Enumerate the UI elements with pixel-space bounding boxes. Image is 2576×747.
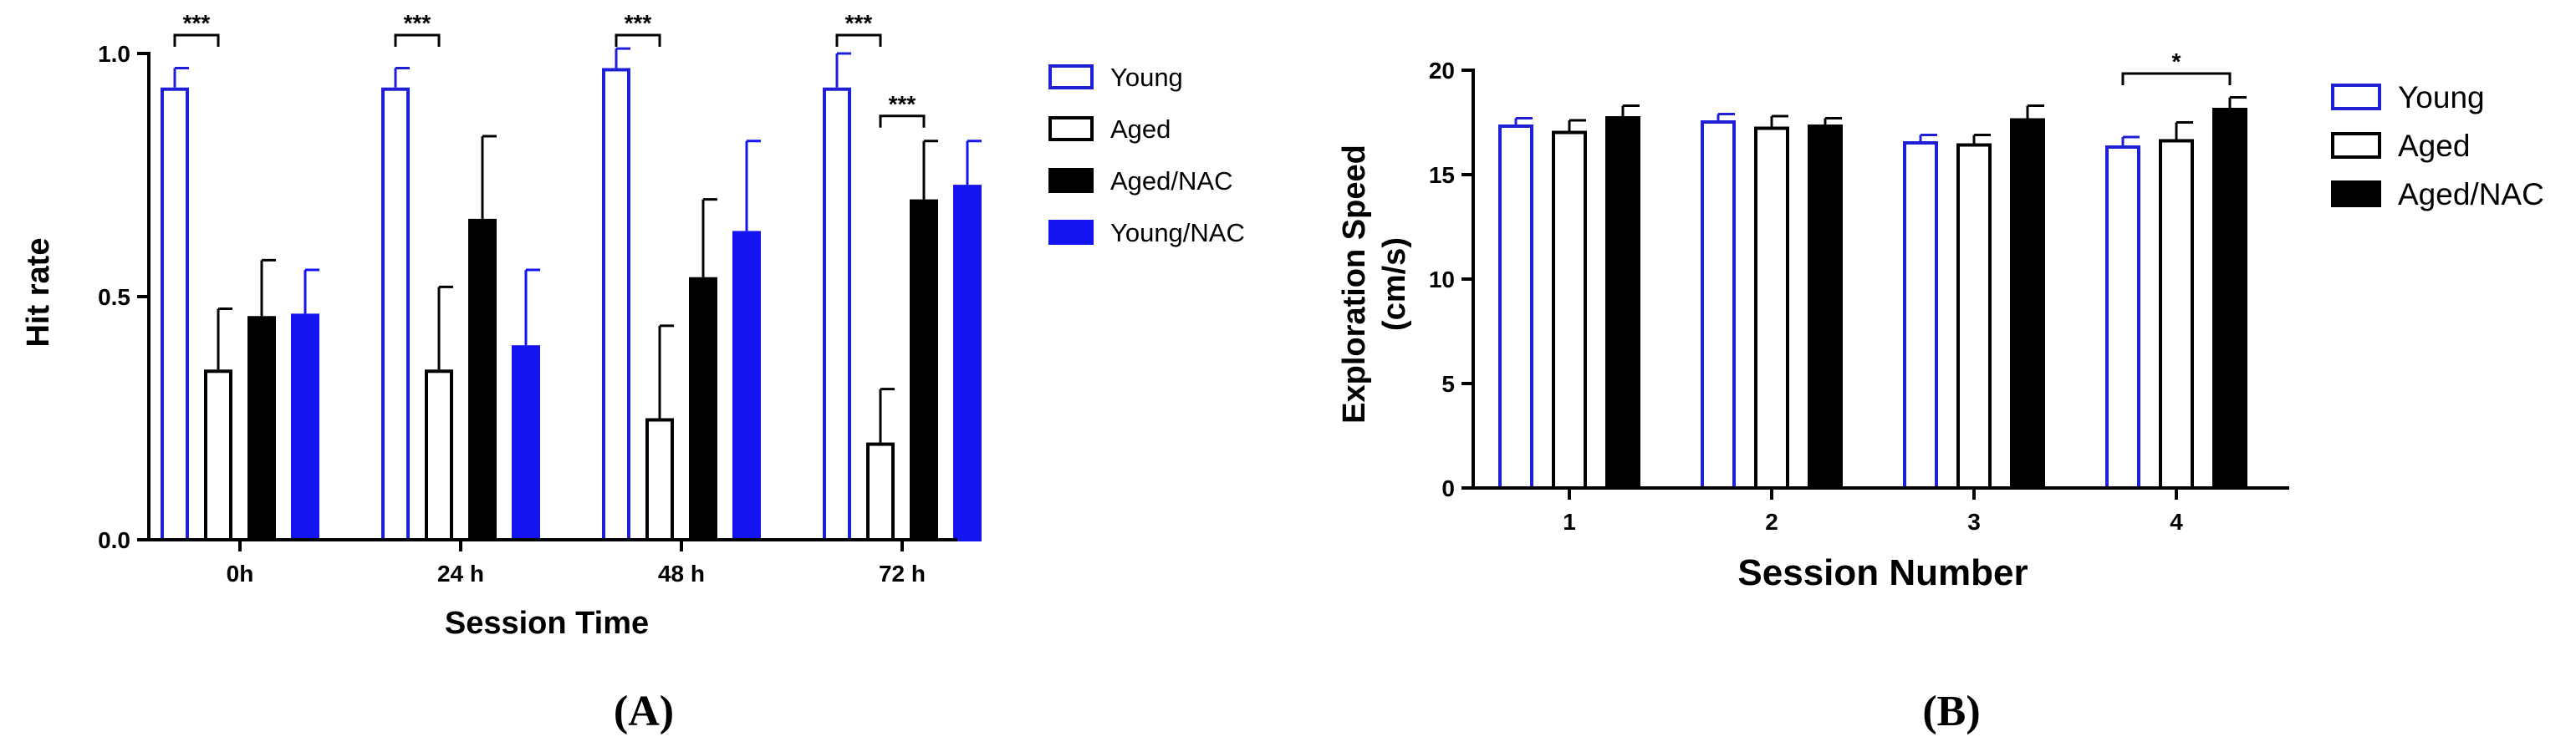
legend-swatch-aged	[1048, 116, 1094, 141]
significance-bracket	[173, 33, 220, 47]
bar-young-4	[2105, 145, 2140, 490]
y-tick-label: 0	[1441, 475, 1455, 501]
x-tick-label: 2	[1765, 509, 1778, 535]
bar-aged-24-h	[425, 369, 453, 541]
legend-label-young: Young	[2398, 80, 2485, 114]
y-tick-label: 1.0	[98, 41, 130, 67]
chart-a-x-axis-title: Session Time	[445, 606, 649, 641]
bar-aged-nac-24-h	[468, 218, 497, 541]
chart-a-legend: Young Aged Aged/NAC Young/NAC	[1048, 63, 1245, 247]
y-tick-label: 20	[1429, 58, 1455, 84]
legend-swatch-aged-nac	[1048, 168, 1094, 193]
x-tick-label: 0h	[227, 561, 254, 587]
bar-young-72-h	[823, 87, 851, 542]
legend-swatch-young	[1048, 64, 1094, 89]
panel-label-a: (A)	[614, 688, 674, 735]
x-tick-label: 72 h	[879, 561, 926, 587]
bar-aged-72-h	[866, 442, 895, 541]
bar-aged-nac-1	[1605, 116, 1640, 490]
bar-young-nac-24-h	[512, 345, 540, 542]
bar-young-nac-48-h	[732, 231, 761, 541]
bar-aged-nac-2	[1808, 124, 1843, 490]
significance-stars: ***	[404, 10, 431, 36]
legend-label-aged-nac: Aged/NAC	[2398, 177, 2544, 211]
bar-aged-2	[1754, 126, 1789, 490]
x-tick-label: 4	[2170, 509, 2183, 535]
significance-stars: ***	[183, 10, 211, 36]
x-tick-label: 1	[1563, 509, 1576, 535]
chart-b-significance: *	[2121, 48, 2232, 85]
bar-aged-nac-0h	[247, 316, 276, 541]
chart-b-x-axis-title: Session Number	[1737, 552, 2028, 593]
significance-bracket	[2121, 72, 2232, 85]
significance-bracket	[879, 114, 926, 128]
significance-stars: ***	[889, 91, 916, 117]
bar-aged-nac-3	[2010, 118, 2045, 490]
chart-a-axes: 0.0 0.5 1.0 0h 24 h 48 h 72 h	[98, 41, 957, 587]
y-tick-label: 10	[1429, 267, 1455, 292]
bar-young-nac-72-h	[953, 185, 982, 541]
legend-swatch-aged-nac	[2331, 180, 2381, 207]
bar-young-2	[1701, 120, 1736, 490]
chart-b-axes: 0 5 10 15 20 1 2 3 4	[1429, 58, 2289, 535]
chart-b-bars	[1498, 96, 2247, 490]
chart-a-y-axis-title: Hit rate	[21, 238, 56, 348]
chart-b-legend: Young Aged Aged/NAC	[2331, 80, 2544, 211]
legend-label-aged: Aged	[2398, 129, 2470, 163]
legend-swatch-young-nac	[1048, 220, 1094, 245]
significance-stars: ***	[845, 10, 873, 36]
legend-label-aged: Aged	[1110, 114, 1171, 144]
bar-aged-nac-48-h	[689, 277, 717, 541]
bar-aged-nac-72-h	[910, 199, 938, 541]
bar-young-0h	[161, 87, 189, 542]
legend-swatch-young	[2331, 84, 2381, 110]
chart-b-y-axis-title-line-1: Exploration Speed	[1337, 145, 1372, 424]
legend-label-aged-nac: Aged/NAC	[1110, 166, 1232, 196]
bar-young-nac-0h	[291, 313, 319, 541]
chart-a-significance: *** *** *** *** ***	[173, 10, 926, 128]
chart-a-hit-rate: 0.0 0.5 1.0 0h 24 h 48 h 72 h *** *** *** ****** …	[21, 10, 1245, 735]
panel-label-b: (B)	[1922, 688, 1980, 735]
legend-swatch-aged	[2331, 132, 2381, 159]
y-tick-label: 0.0	[98, 527, 130, 553]
bar-aged-1	[1552, 130, 1587, 490]
x-tick-label: 24 h	[437, 561, 484, 587]
y-tick-label: 5	[1441, 371, 1455, 397]
legend-label-young-nac: Young/NAC	[1110, 218, 1245, 247]
chart-b-y-axis-title-line-2: (cm/s)	[1377, 237, 1412, 331]
y-tick-label: 0.5	[98, 284, 130, 310]
significance-bracket	[835, 33, 882, 47]
bar-aged-3	[1956, 143, 1992, 490]
significance-bracket	[394, 33, 441, 47]
bar-aged-48-h	[645, 418, 674, 541]
bar-aged-4	[2159, 139, 2194, 490]
x-tick-label: 3	[1967, 509, 1981, 535]
bar-young-3	[1903, 141, 1938, 490]
y-tick-label: 15	[1429, 162, 1455, 188]
significance-stars: ***	[625, 10, 652, 36]
bar-young-24-h	[381, 87, 410, 542]
bar-young-48-h	[602, 68, 630, 541]
x-tick-label: 48 h	[658, 561, 705, 587]
legend-label-young: Young	[1110, 63, 1183, 92]
chart-a-bars	[161, 47, 982, 542]
bar-aged-nac-4	[2212, 108, 2247, 490]
bar-aged-0h	[204, 369, 232, 541]
significance-bracket	[615, 33, 661, 47]
bar-young-1	[1498, 124, 1533, 490]
significance-stars: *	[2172, 48, 2181, 74]
